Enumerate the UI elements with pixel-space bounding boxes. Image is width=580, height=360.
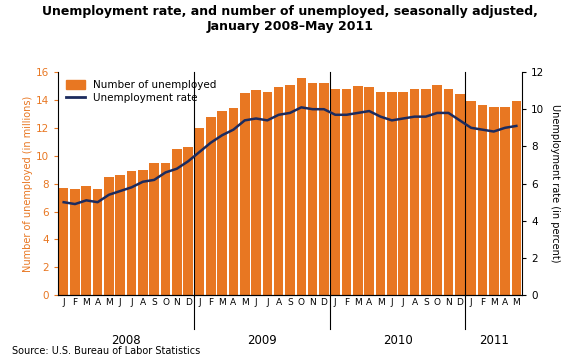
Bar [229, 108, 238, 295]
Bar [387, 91, 397, 295]
Bar [353, 86, 362, 295]
Bar [466, 101, 476, 295]
Bar [285, 85, 295, 295]
Bar [218, 111, 227, 295]
Bar [172, 149, 182, 295]
Bar [489, 107, 499, 295]
Bar [93, 189, 103, 295]
Bar [432, 85, 442, 295]
Bar [319, 83, 329, 295]
Bar [455, 94, 465, 295]
Text: Unemployment rate, and number of unemployed, seasonally adjusted,
January 2008–M: Unemployment rate, and number of unemplo… [42, 5, 538, 33]
Text: Source: U.S. Bureau of Labor Statistics: Source: U.S. Bureau of Labor Statistics [12, 346, 200, 356]
Bar [331, 89, 340, 295]
Bar [421, 89, 430, 295]
Bar [251, 90, 261, 295]
Y-axis label: Unemployment rate (in percent): Unemployment rate (in percent) [550, 104, 560, 263]
Bar [70, 189, 80, 295]
Text: 2010: 2010 [383, 334, 412, 347]
Bar [206, 117, 216, 295]
Bar [364, 87, 374, 295]
Bar [81, 186, 91, 295]
Bar [150, 163, 159, 295]
Bar [115, 175, 125, 295]
Bar [195, 128, 204, 295]
Bar [183, 147, 193, 295]
Y-axis label: Number of unemployed (in millions): Number of unemployed (in millions) [23, 95, 33, 272]
Bar [477, 105, 487, 295]
Bar [263, 91, 272, 295]
Bar [376, 91, 385, 295]
Bar [161, 163, 171, 295]
Bar [308, 83, 317, 295]
Bar [104, 177, 114, 295]
Bar [398, 91, 408, 295]
Bar [342, 89, 351, 295]
Bar [274, 87, 284, 295]
Bar [240, 93, 249, 295]
Bar [59, 188, 68, 295]
Bar [127, 171, 136, 295]
Text: 2008: 2008 [111, 334, 141, 347]
Legend: Number of unemployed, Unemployment rate: Number of unemployed, Unemployment rate [63, 77, 220, 107]
Bar [409, 89, 419, 295]
Bar [138, 170, 148, 295]
Bar [296, 78, 306, 295]
Bar [444, 89, 453, 295]
Bar [512, 101, 521, 295]
Text: 2009: 2009 [247, 334, 277, 347]
Text: 2011: 2011 [478, 334, 509, 347]
Bar [500, 107, 510, 295]
